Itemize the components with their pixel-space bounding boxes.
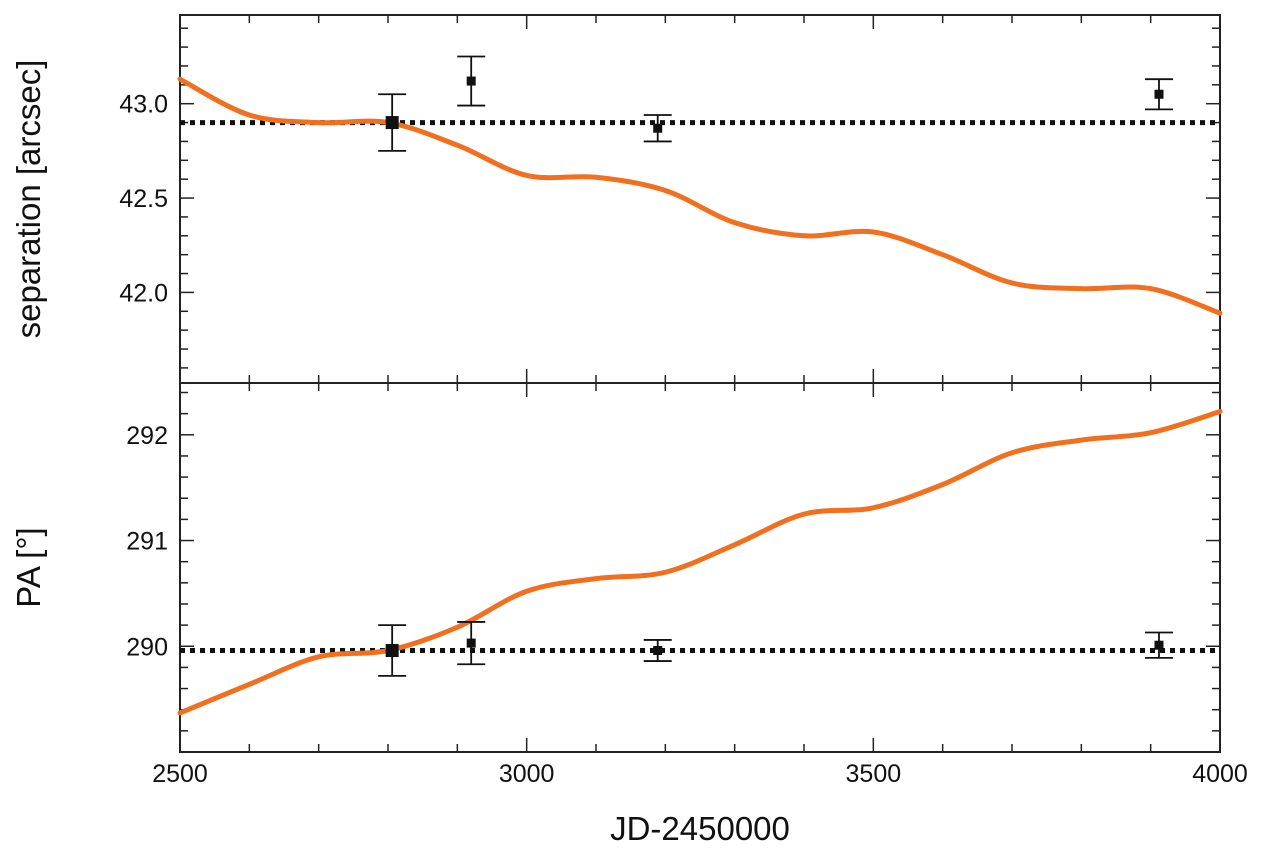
data-point xyxy=(643,114,672,143)
y-tick-label: 290 xyxy=(126,633,168,661)
data-point xyxy=(457,621,486,666)
data-point xyxy=(643,639,672,662)
y-tick-label: 292 xyxy=(126,422,168,450)
point-marker xyxy=(653,645,663,655)
data-point xyxy=(378,624,407,677)
data-point xyxy=(1144,78,1173,111)
x-tick-label: 3500 xyxy=(846,760,902,788)
point-marker xyxy=(1154,640,1164,650)
point-marker xyxy=(385,116,399,130)
x-axis-label: JD-2450000 xyxy=(610,810,790,847)
model-curve xyxy=(177,409,1223,716)
point-marker xyxy=(466,76,476,86)
panel-bottom: 290 291 292 2500 3000 3500 4000 JD-2450000 PA [°… xyxy=(10,382,1248,847)
data-point xyxy=(457,55,486,107)
point-marker xyxy=(466,638,476,648)
panel-top: 42.0 42.5 43.0 separation [arcsec] xyxy=(10,14,1223,384)
y-tick-label: 43.0 xyxy=(119,91,168,119)
y-tick-label: 291 xyxy=(126,528,168,556)
point-marker xyxy=(653,123,663,133)
y-axis-label: separation [arcsec] xyxy=(10,60,47,339)
plot-frame xyxy=(179,382,1221,753)
x-tick-label: 4000 xyxy=(1192,760,1248,788)
x-tick-label: 3000 xyxy=(499,760,555,788)
y-tick-label: 42.0 xyxy=(119,279,168,307)
data-point xyxy=(378,93,407,152)
plot-frame xyxy=(179,14,1221,384)
data-point xyxy=(1144,631,1173,659)
y-axis-label: PA [°] xyxy=(10,527,47,607)
point-marker xyxy=(385,643,399,657)
x-tick-label: 2500 xyxy=(152,760,208,788)
point-marker xyxy=(1154,89,1164,99)
y-tick-label: 42.5 xyxy=(119,185,168,213)
model-curve xyxy=(177,76,1223,316)
